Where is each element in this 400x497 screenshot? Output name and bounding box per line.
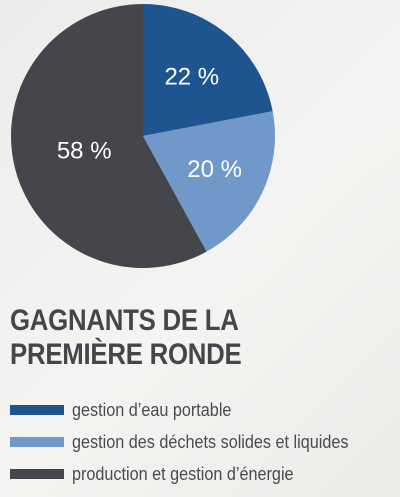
legend-swatch-waste [10, 437, 64, 447]
legend-swatch-energy [10, 469, 64, 479]
legend-swatch-water [10, 405, 64, 415]
chart-title-line-2: PREMIÈRE RONDE [10, 338, 242, 371]
pie-slice-water [143, 4, 273, 136]
chart-title-line-1: GAGNANTS DE LA [10, 304, 239, 337]
legend: gestion d’eau portable gestion des déche… [10, 394, 379, 490]
legend-label-energy: production et gestion d’énergie [72, 463, 294, 484]
legend-item-water: gestion d’eau portable [10, 394, 379, 426]
legend-label-water: gestion d’eau portable [72, 399, 232, 420]
pie-label-energy: 58 % [57, 138, 112, 165]
pie-slice-waste [143, 111, 275, 252]
legend-item-waste: gestion des déchets solides et liquides [10, 426, 379, 458]
legend-item-energy: production et gestion d’énergie [10, 458, 379, 490]
pie-label-waste: 20 % [187, 156, 242, 183]
legend-label-waste: gestion des déchets solides et liquides [72, 431, 349, 452]
pie-label-water: 22 % [164, 64, 219, 91]
pie-chart: 22 % 20 % 58 % [10, 3, 275, 268]
chart-title: GAGNANTS DE LA PREMIÈRE RONDE [10, 304, 337, 372]
pie-slice-energy [10, 3, 207, 268]
